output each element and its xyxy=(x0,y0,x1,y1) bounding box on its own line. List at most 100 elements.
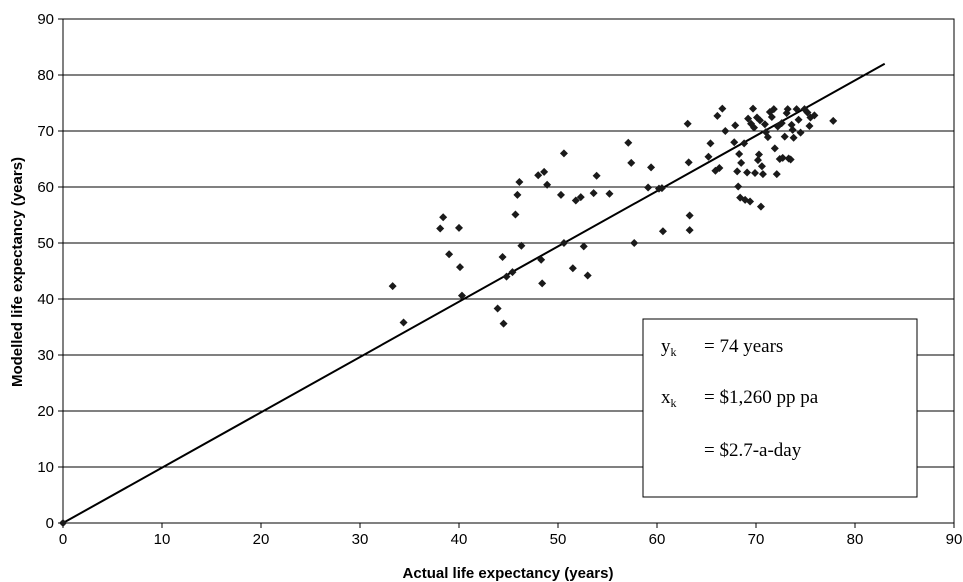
annotation-line-2: xk xyxy=(661,387,677,410)
data-point xyxy=(754,150,763,159)
data-point xyxy=(388,282,397,291)
y-tick-label: 90 xyxy=(37,11,54,28)
data-point xyxy=(568,264,577,273)
data-point xyxy=(829,116,838,125)
data-point xyxy=(685,211,694,220)
x-tick-label: 20 xyxy=(253,531,270,548)
y-tick-label: 10 xyxy=(37,459,54,476)
annotation-symbol-x: x xyxy=(661,387,671,408)
data-point xyxy=(737,158,746,167)
data-point xyxy=(499,319,508,328)
data-point xyxy=(684,158,693,167)
data-point xyxy=(743,168,752,177)
annotation-subscript-k: k xyxy=(671,345,677,359)
data-point xyxy=(511,210,520,219)
data-point xyxy=(683,119,692,128)
data-point xyxy=(647,163,656,172)
y-tick-label: 20 xyxy=(37,403,54,420)
data-point xyxy=(803,108,812,117)
data-point xyxy=(715,163,724,172)
data-point xyxy=(750,123,759,132)
x-tick-label: 90 xyxy=(946,531,963,548)
data-point xyxy=(780,132,789,141)
data-point xyxy=(796,128,805,137)
annotation-value-2: = $1,260 pp pa xyxy=(704,387,819,408)
data-point xyxy=(657,184,666,193)
data-point xyxy=(644,183,653,192)
data-point xyxy=(455,223,463,232)
data-point xyxy=(772,170,781,179)
data-point xyxy=(763,133,772,142)
data-point xyxy=(543,180,552,189)
y-tick-label: 40 xyxy=(37,291,54,308)
data-point xyxy=(534,171,543,180)
data-point xyxy=(704,152,713,161)
data-point xyxy=(559,149,568,158)
data-point xyxy=(706,139,715,148)
y-axis-title: Modelled life expectancy (years) xyxy=(9,157,26,387)
data-point xyxy=(455,263,464,272)
data-point xyxy=(767,113,776,121)
x-tick-label: 80 xyxy=(847,531,864,548)
data-point xyxy=(685,226,694,235)
data-point xyxy=(730,138,739,147)
data-point xyxy=(59,519,67,527)
data-point xyxy=(769,105,778,114)
annotation-value-3: = $2.7-a-day xyxy=(704,440,802,461)
data-point xyxy=(508,268,517,277)
data-point xyxy=(770,144,779,153)
data-point xyxy=(755,116,764,125)
data-point xyxy=(744,114,753,123)
data-point xyxy=(517,241,526,250)
data-point xyxy=(571,196,580,205)
data-point xyxy=(540,167,549,176)
y-tick-label: 80 xyxy=(37,67,54,84)
y-tick-label: 0 xyxy=(46,515,54,532)
data-point xyxy=(789,133,798,142)
data-point xyxy=(399,318,408,327)
x-axis-title: Actual life expectancy (years) xyxy=(403,565,614,582)
data-point xyxy=(436,224,445,233)
data-point xyxy=(627,158,636,167)
data-point xyxy=(721,127,730,135)
data-point xyxy=(439,213,448,222)
data-point xyxy=(787,120,796,129)
data-point xyxy=(493,304,502,313)
data-point xyxy=(502,272,511,281)
y-axis-ticks: 0 10 20 30 40 50 60 70 80 90 xyxy=(37,11,63,532)
x-axis-ticks: 0 10 20 30 40 50 60 70 80 90 xyxy=(59,523,963,548)
data-point xyxy=(758,170,767,179)
annotation-symbol-y: y xyxy=(661,336,671,357)
data-point xyxy=(731,121,740,130)
data-point xyxy=(583,271,592,280)
data-point xyxy=(810,111,819,120)
x-tick-label: 0 xyxy=(59,531,67,548)
data-point xyxy=(658,227,667,236)
data-point xyxy=(760,120,769,129)
data-point xyxy=(513,190,522,199)
data-point xyxy=(589,189,598,198)
data-point xyxy=(749,104,758,113)
x-tick-label: 40 xyxy=(451,531,468,548)
data-point xyxy=(559,239,568,247)
data-point xyxy=(556,190,565,199)
data-point xyxy=(515,177,524,186)
data-point xyxy=(792,105,801,114)
data-point xyxy=(751,169,760,177)
data-point xyxy=(605,189,614,198)
data-point xyxy=(630,239,639,247)
data-point xyxy=(788,125,797,134)
data-point xyxy=(757,162,766,171)
data-point xyxy=(805,121,814,130)
data-point xyxy=(576,193,585,202)
data-point xyxy=(718,104,727,113)
regression-line xyxy=(62,62,886,524)
y-tick-label: 60 xyxy=(37,179,54,196)
data-point xyxy=(735,149,744,158)
data-point xyxy=(740,139,749,148)
fit-line xyxy=(62,62,886,524)
data-point xyxy=(498,253,507,261)
data-point xyxy=(445,250,454,259)
annotation-subscript-k: k xyxy=(671,396,677,410)
data-point xyxy=(579,242,588,251)
